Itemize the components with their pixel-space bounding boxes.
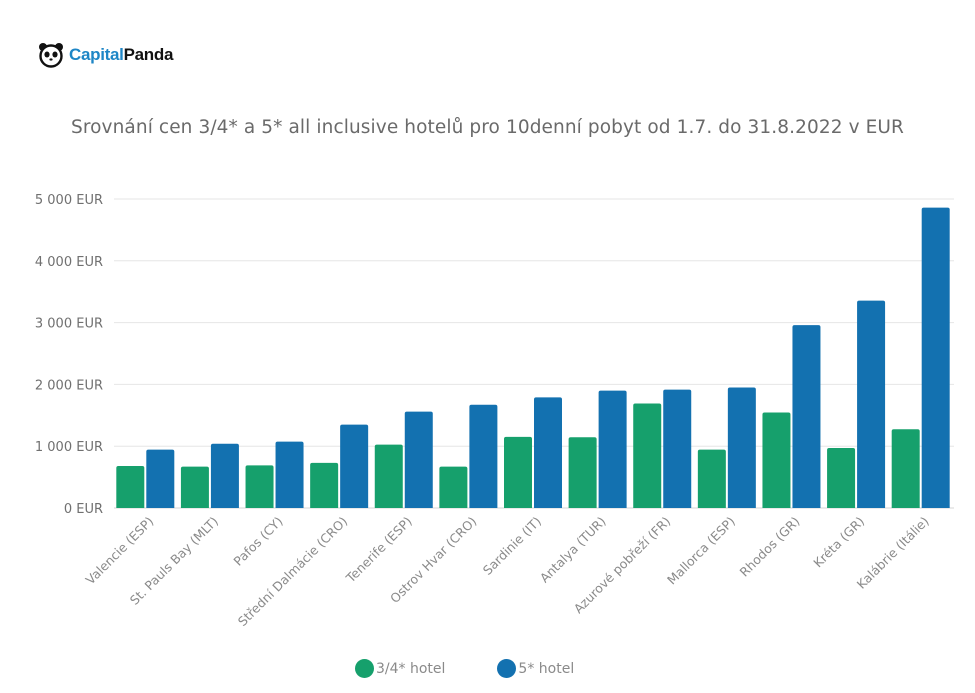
- bar-3-4-hotel: [568, 437, 597, 508]
- bar-5-hotel: [146, 449, 175, 508]
- bar-5-hotel: [921, 207, 950, 509]
- bar-3-4-hotel: [245, 465, 274, 508]
- bar-3-4-hotel: [374, 444, 403, 508]
- bar-3-4-hotel: [891, 429, 920, 508]
- panda-icon: [39, 43, 63, 68]
- bar-3-4-hotel: [439, 466, 468, 508]
- legend-label-5-hotel: 5* hotel: [518, 660, 575, 677]
- x-category-label: Pafos (CY): [230, 514, 285, 569]
- bar-5-hotel: [340, 424, 369, 508]
- bar-5-hotel: [210, 443, 239, 508]
- x-category-label: Kréta (GR): [810, 514, 867, 571]
- bar-5-hotel: [598, 390, 627, 508]
- x-category-label: Mallorca (ESP): [664, 514, 738, 588]
- y-tick-label: 2 000 EUR: [35, 378, 103, 393]
- bar-5-hotel: [663, 389, 692, 508]
- bar-5-hotel: [792, 325, 821, 508]
- bar-3-4-hotel: [762, 412, 791, 508]
- chart-title: Srovnání cen 3/4* a 5* all inclusive hot…: [71, 117, 904, 138]
- legend: 3/4* hotel 5* hotel: [355, 659, 626, 678]
- x-category-label: Střední Dalmácie (CRO): [235, 514, 350, 629]
- bar-3-4-hotel: [504, 436, 532, 508]
- bar-3-4-hotel: [116, 465, 145, 508]
- bar-5-hotel: [275, 441, 304, 508]
- brand-name: CapitalPanda: [69, 45, 173, 65]
- bar-5-hotel: [727, 387, 756, 508]
- legend-item-5-hotel: 5* hotel: [497, 659, 574, 678]
- brand-capital: Capital: [69, 45, 124, 64]
- legend-item-3-4-hotel: 3/4* hotel: [355, 659, 445, 678]
- bar-3-4-hotel: [180, 466, 209, 508]
- logo: CapitalPanda: [38, 42, 173, 68]
- legend-label-3-4-hotel: 3/4* hotel: [376, 660, 446, 677]
- bar-5-hotel: [469, 404, 498, 508]
- x-category-label: Valencie (ESP): [83, 514, 157, 588]
- bar-3-4-hotel: [310, 462, 339, 508]
- brand-panda: Panda: [123, 45, 174, 64]
- x-category-label: Rhodos (GR): [737, 514, 803, 580]
- bar-5-hotel: [534, 397, 562, 508]
- y-tick-label: 5 000 EUR: [35, 193, 103, 208]
- x-category-label: Tenerife (ESP): [342, 514, 415, 587]
- bar-3-4-hotel: [633, 403, 662, 508]
- bar-3-4-hotel: [827, 448, 856, 508]
- x-category-label: Sardinie (IT): [480, 514, 544, 578]
- y-tick-label: 0 EUR: [64, 502, 103, 517]
- bar-3-4-hotel: [697, 449, 726, 508]
- y-tick-label: 3 000 EUR: [35, 317, 103, 332]
- legend-swatch-5-hotel: [497, 659, 517, 678]
- y-tick-label: 4 000 EUR: [35, 255, 103, 270]
- x-category-label: Antalya (TUR): [537, 514, 609, 586]
- legend-swatch-3-4-hotel: [355, 659, 374, 678]
- bar-5-hotel: [857, 300, 886, 508]
- bar-5-hotel: [404, 411, 433, 508]
- y-tick-label: 1 000 EUR: [35, 440, 103, 455]
